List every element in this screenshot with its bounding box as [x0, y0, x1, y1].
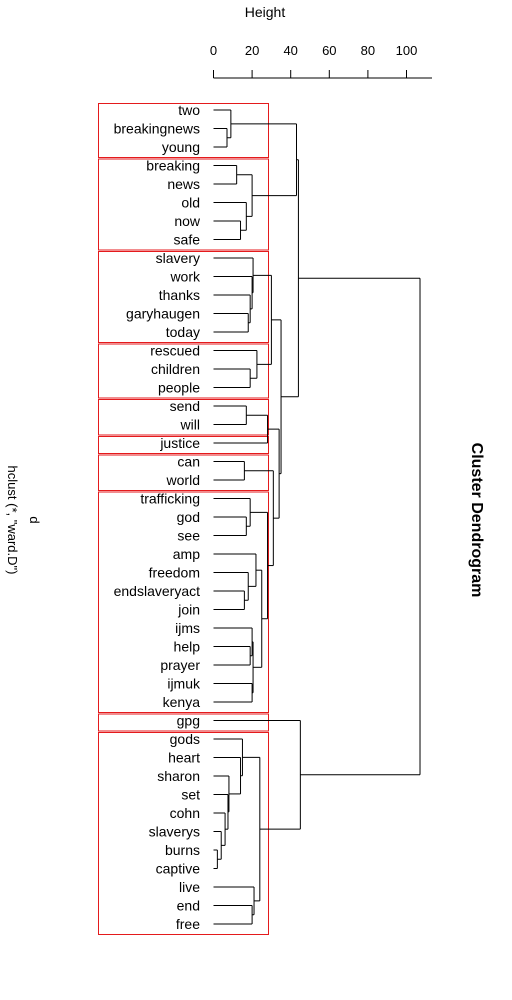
cluster-boxes — [98, 103, 269, 935]
leaf-label: ijmuk — [167, 676, 201, 692]
leaf-label: gods — [170, 731, 200, 747]
x-tick-label: 20 — [245, 43, 259, 58]
leaf-label: freedom — [149, 565, 200, 581]
leaf-label: will — [180, 417, 200, 433]
leaf-label: old — [181, 195, 200, 211]
leaf-label: slavery — [156, 250, 200, 266]
cluster-box — [98, 103, 269, 158]
leaf-label: breaking — [146, 158, 200, 174]
sub-label-hclust: hclust (*, "ward.D") — [5, 466, 20, 575]
leaf-label: trafficking — [140, 491, 200, 507]
leaf-label: prayer — [160, 657, 200, 673]
leaf-label: justice — [159, 435, 200, 451]
leaf-label: live — [179, 879, 200, 895]
leaf-label: can — [177, 454, 200, 470]
leaf-label: gpg — [177, 713, 200, 729]
leaf-label: free — [176, 916, 200, 932]
leaf-labels: twobreakingnewsyoungbreakingnewsoldnowsa… — [114, 102, 201, 932]
leaf-label: children — [151, 361, 200, 377]
leaf-label: burns — [165, 842, 200, 858]
x-tick-label: 40 — [283, 43, 297, 58]
chart-title: Cluster Dendrogram — [468, 443, 485, 598]
leaf-label: garyhaugen — [126, 306, 200, 322]
x-tick-label: 100 — [396, 43, 418, 58]
leaf-label: young — [162, 139, 200, 155]
leaf-label: sharon — [157, 768, 200, 784]
leaf-label: work — [169, 269, 201, 285]
leaf-label: now — [174, 213, 201, 229]
leaf-label: today — [166, 324, 200, 340]
cluster-box — [98, 436, 269, 454]
leaf-label: breakingnews — [114, 121, 200, 137]
leaf-label: heart — [168, 750, 200, 766]
leaf-label: god — [177, 509, 200, 525]
cluster-box — [98, 399, 269, 436]
sub-label-d: d — [27, 516, 42, 523]
x-tick-label: 0 — [210, 43, 217, 58]
cluster-box — [98, 732, 269, 935]
leaf-label: two — [178, 102, 200, 118]
cluster-box — [98, 343, 269, 399]
leaf-label: endslaveryact — [114, 583, 200, 599]
leaf-label: join — [177, 602, 200, 618]
leaf-label: help — [174, 639, 201, 655]
x-tick-label: 80 — [361, 43, 375, 58]
cluster-box — [98, 491, 269, 713]
leaf-label: news — [167, 176, 200, 192]
x-axis: 0 20 40 60 80 100 — [210, 43, 432, 79]
leaf-label: captive — [156, 861, 201, 877]
leaf-label: safe — [174, 232, 201, 248]
cluster-box — [98, 454, 269, 491]
leaf-label: end — [177, 898, 200, 914]
leaf-label: cohn — [170, 805, 200, 821]
x-tick-label: 60 — [322, 43, 336, 58]
cluster-box — [98, 251, 269, 343]
leaf-label: set — [181, 787, 200, 803]
cluster-box — [98, 158, 269, 251]
leaf-label: send — [170, 398, 200, 414]
dendrogram-tree — [213, 109, 421, 925]
leaf-label: slaverys — [149, 824, 200, 840]
leaf-label: people — [158, 380, 200, 396]
leaf-label: ijms — [175, 620, 200, 636]
leaf-label: kenya — [163, 694, 201, 710]
leaf-label: see — [177, 528, 200, 544]
leaf-label: world — [166, 472, 200, 488]
x-axis-title: Height — [245, 4, 286, 20]
leaf-label: thanks — [159, 287, 200, 303]
cluster-box — [98, 713, 269, 732]
leaf-label: rescued — [150, 343, 200, 359]
leaf-label: amp — [173, 546, 200, 562]
